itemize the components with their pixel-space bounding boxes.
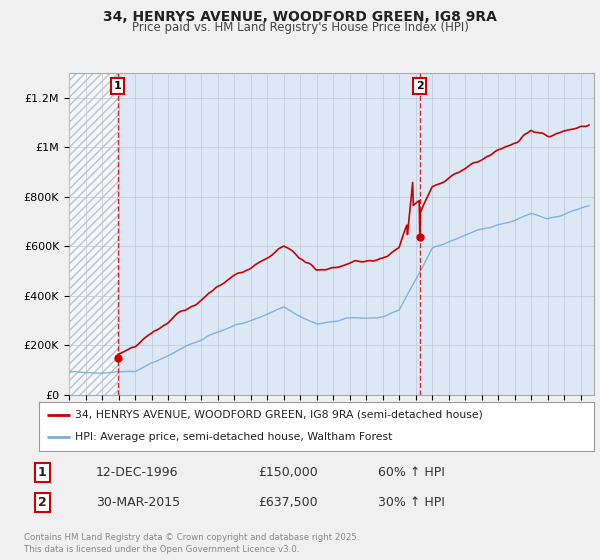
Text: £637,500: £637,500 xyxy=(258,496,317,509)
Text: 30-MAR-2015: 30-MAR-2015 xyxy=(96,496,180,509)
Text: 60% ↑ HPI: 60% ↑ HPI xyxy=(378,466,445,479)
Text: 1: 1 xyxy=(38,466,46,479)
Text: 30% ↑ HPI: 30% ↑ HPI xyxy=(378,496,445,509)
Text: 12-DEC-1996: 12-DEC-1996 xyxy=(96,466,179,479)
Text: 2: 2 xyxy=(416,81,424,91)
Text: 34, HENRYS AVENUE, WOODFORD GREEN, IG8 9RA: 34, HENRYS AVENUE, WOODFORD GREEN, IG8 9… xyxy=(103,10,497,24)
Text: HPI: Average price, semi-detached house, Waltham Forest: HPI: Average price, semi-detached house,… xyxy=(75,432,392,442)
Text: 2: 2 xyxy=(38,496,46,509)
Text: 1: 1 xyxy=(114,81,122,91)
Text: £150,000: £150,000 xyxy=(258,466,318,479)
Text: 34, HENRYS AVENUE, WOODFORD GREEN, IG8 9RA (semi-detached house): 34, HENRYS AVENUE, WOODFORD GREEN, IG8 9… xyxy=(75,410,483,420)
Text: Price paid vs. HM Land Registry's House Price Index (HPI): Price paid vs. HM Land Registry's House … xyxy=(131,21,469,34)
Text: Contains HM Land Registry data © Crown copyright and database right 2025.
This d: Contains HM Land Registry data © Crown c… xyxy=(24,533,359,554)
